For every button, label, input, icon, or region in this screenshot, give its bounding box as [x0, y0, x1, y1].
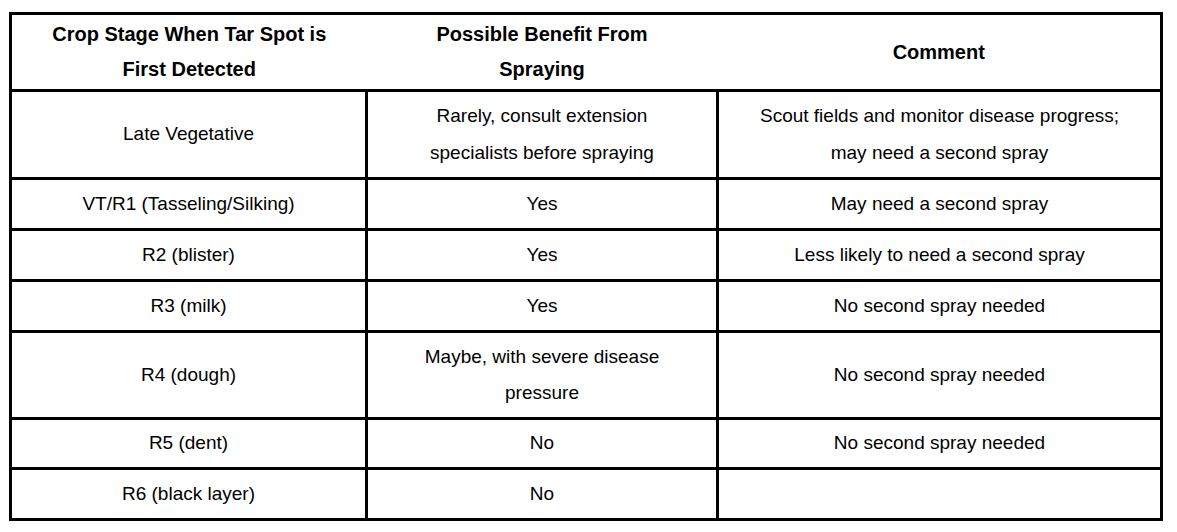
- comment-cell: Less likely to need a second spray: [718, 230, 1162, 281]
- comment-value: Less likely to need a second spray: [760, 237, 1120, 273]
- comment-cell: No second spray needed: [718, 281, 1162, 332]
- benefit-value: Yes: [392, 186, 692, 222]
- crop-stage-cell: Late Vegetative: [11, 91, 367, 179]
- tar-spot-spray-table: Crop Stage When Tar Spot is First Detect…: [9, 12, 1163, 521]
- crop-stage-cell: R6 (black layer): [11, 469, 367, 520]
- table-row: VT/R1 (Tasseling/Silking) Yes May need a…: [11, 179, 1162, 230]
- crop-stage-value: R2 (blister): [18, 237, 359, 273]
- table-row: Late Vegetative Rarely, consult extensio…: [11, 91, 1162, 179]
- crop-stage-cell: VT/R1 (Tasseling/Silking): [11, 179, 367, 230]
- benefit-value: No: [392, 425, 692, 461]
- comment-value: May need a second spray: [760, 186, 1120, 222]
- table-row: R2 (blister) Yes Less likely to need a s…: [11, 230, 1162, 281]
- crop-stage-cell: R3 (milk): [11, 281, 367, 332]
- column-header-benefit-label: Possible Benefit From Spraying: [417, 17, 667, 87]
- comment-cell: Scout fields and monitor disease progres…: [718, 91, 1162, 179]
- crop-stage-value: R6 (black layer): [18, 476, 359, 512]
- comment-value: No second spray needed: [760, 425, 1120, 461]
- benefit-cell: Maybe, with severe disease pressure: [367, 332, 718, 419]
- column-header-crop-stage: Crop Stage When Tar Spot is First Detect…: [11, 14, 367, 91]
- benefit-value: Yes: [392, 288, 692, 324]
- benefit-cell: Rarely, consult extension specialists be…: [367, 91, 718, 179]
- crop-stage-value: VT/R1 (Tasseling/Silking): [18, 186, 359, 222]
- comment-cell: [718, 469, 1162, 520]
- comment-value: Scout fields and monitor disease progres…: [760, 98, 1120, 170]
- crop-stage-value: R3 (milk): [18, 288, 359, 324]
- table-row: R3 (milk) Yes No second spray needed: [11, 281, 1162, 332]
- table-row: R4 (dough) Maybe, with severe disease pr…: [11, 332, 1162, 419]
- crop-stage-value: R4 (dough): [18, 357, 359, 393]
- comment-value: No second spray needed: [760, 357, 1120, 393]
- crop-stage-value: R5 (dent): [18, 425, 359, 461]
- crop-stage-cell: R5 (dent): [11, 419, 367, 469]
- column-header-benefit: Possible Benefit From Spraying: [367, 14, 718, 91]
- benefit-value: Rarely, consult extension specialists be…: [392, 98, 692, 170]
- benefit-cell: Yes: [367, 230, 718, 281]
- table-row: R5 (dent) No No second spray needed: [11, 419, 1162, 469]
- column-header-comment-label: Comment: [724, 35, 1155, 70]
- crop-stage-cell: R4 (dough): [11, 332, 367, 419]
- table-row: R6 (black layer) No: [11, 469, 1162, 520]
- comment-value: No second spray needed: [760, 288, 1120, 324]
- benefit-cell: No: [367, 419, 718, 469]
- benefit-value: Yes: [392, 237, 692, 273]
- comment-cell: No second spray needed: [718, 419, 1162, 469]
- benefit-cell: Yes: [367, 281, 718, 332]
- header-row: Crop Stage When Tar Spot is First Detect…: [11, 14, 1162, 91]
- comment-cell: May need a second spray: [718, 179, 1162, 230]
- benefit-value: No: [392, 476, 692, 512]
- crop-stage-value: Late Vegetative: [18, 116, 359, 152]
- benefit-cell: Yes: [367, 179, 718, 230]
- crop-stage-cell: R2 (blister): [11, 230, 367, 281]
- benefit-cell: No: [367, 469, 718, 520]
- benefit-value: Maybe, with severe disease pressure: [392, 339, 692, 411]
- column-header-crop-stage-label: Crop Stage When Tar Spot is First Detect…: [29, 17, 349, 87]
- comment-cell: No second spray needed: [718, 332, 1162, 419]
- column-header-comment: Comment: [718, 14, 1162, 91]
